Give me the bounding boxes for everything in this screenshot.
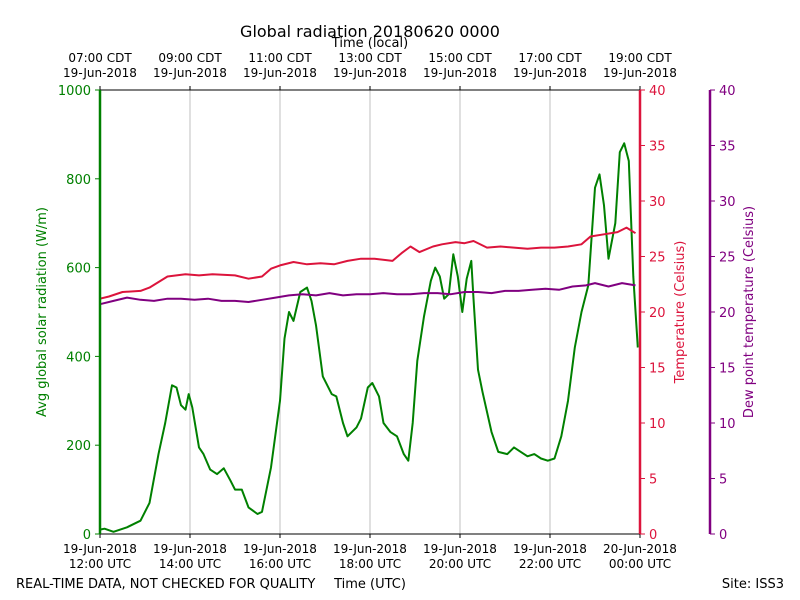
top-x-tick-label: 19-Jun-2018 <box>333 66 407 80</box>
top-x-tick-label: 15:00 CDT <box>428 51 492 65</box>
y-tick-label: 10 <box>719 417 736 432</box>
top-x-tick-label: 19-Jun-2018 <box>153 66 227 80</box>
y-tick-label: 5 <box>719 473 727 488</box>
series-line-2 <box>99 282 636 306</box>
top-x-tick-label: 17:00 CDT <box>518 51 582 65</box>
top-x-tick-label: 19-Jun-2018 <box>423 66 497 80</box>
x-tick-label: 19-Jun-2018 <box>333 542 407 556</box>
grid <box>189 90 551 534</box>
footer-site: Site: ISS3 <box>722 577 784 592</box>
y-tick-label: 30 <box>649 195 666 210</box>
x-tick-label: 20:00 UTC <box>429 557 491 571</box>
x-tick-label: 18:00 UTC <box>339 557 401 571</box>
top-x-tick-label: 19-Jun-2018 <box>63 66 137 80</box>
series-line-0 <box>99 142 639 533</box>
y-tick-label: 20 <box>649 306 666 321</box>
y-tick-label: 35 <box>719 140 736 155</box>
x-tick-label: 19-Jun-2018 <box>513 542 587 556</box>
axes <box>98 89 712 535</box>
x-tick-label: 12:00 UTC <box>69 557 131 571</box>
top-x-tick-label: 19:00 CDT <box>608 51 672 65</box>
dewpoint-axis-label: Dew point temperature (Celsius) <box>742 206 757 418</box>
y-tick-label: 0 <box>649 528 657 543</box>
y-tick-label: 200 <box>66 439 91 454</box>
y-tick-label: 30 <box>719 195 736 210</box>
x-tick-label: 19-Jun-2018 <box>243 542 317 556</box>
y-tick-label: 15 <box>649 362 666 377</box>
y-tick-label: 35 <box>649 140 666 155</box>
y-tick-label: 0 <box>719 528 727 543</box>
y-tick-label: 25 <box>719 251 736 266</box>
x-tick-label: 00:00 UTC <box>609 557 671 571</box>
y-tick-label: 25 <box>649 251 666 266</box>
x-tick-label: 19-Jun-2018 <box>423 542 497 556</box>
top-x-tick-label: 19-Jun-2018 <box>513 66 587 80</box>
x-tick-label: 19-Jun-2018 <box>63 542 137 556</box>
series-line-1 <box>99 226 637 300</box>
chart-title: Global radiation 20180620 0000 <box>240 22 500 41</box>
series-lines <box>99 142 639 533</box>
top-x-tick-label: 09:00 CDT <box>158 51 222 65</box>
y-tick-label: 5 <box>649 473 657 488</box>
left-axis-label: Avg global solar radiation (W/m) <box>35 207 50 417</box>
y-tick-label: 20 <box>719 306 736 321</box>
y-tick-label: 1000 <box>58 84 91 99</box>
x-tick-label: 16:00 UTC <box>249 557 311 571</box>
top-axis-label: Time (local) <box>331 36 408 51</box>
x-tick-label: 22:00 UTC <box>519 557 581 571</box>
top-x-tick-label: 19-Jun-2018 <box>243 66 317 80</box>
y-tick-label: 600 <box>66 262 91 277</box>
y-tick-label: 400 <box>66 350 91 365</box>
y-tick-label: 40 <box>719 84 736 99</box>
top-x-tick-label: 11:00 CDT <box>248 51 312 65</box>
y-tick-label: 40 <box>649 84 666 99</box>
x-tick-label: 14:00 UTC <box>159 557 221 571</box>
y-tick-label: 15 <box>719 362 736 377</box>
y-tick-label: 10 <box>649 417 666 432</box>
top-x-tick-label: 13:00 CDT <box>338 51 402 65</box>
bottom-axis-label: Time (UTC) <box>333 577 406 592</box>
top-x-tick-label: 19-Jun-2018 <box>603 66 677 80</box>
right-axis-label: Temperature (Celsius) <box>673 241 688 385</box>
top-x-tick-label: 07:00 CDT <box>68 51 132 65</box>
y-tick-label: 800 <box>66 173 91 188</box>
footer-quality-note: REAL-TIME DATA, NOT CHECKED FOR QUALITY <box>16 577 315 592</box>
x-tick-label: 19-Jun-2018 <box>153 542 227 556</box>
y-tick-label: 0 <box>83 528 91 543</box>
x-tick-label: 20-Jun-2018 <box>603 542 677 556</box>
